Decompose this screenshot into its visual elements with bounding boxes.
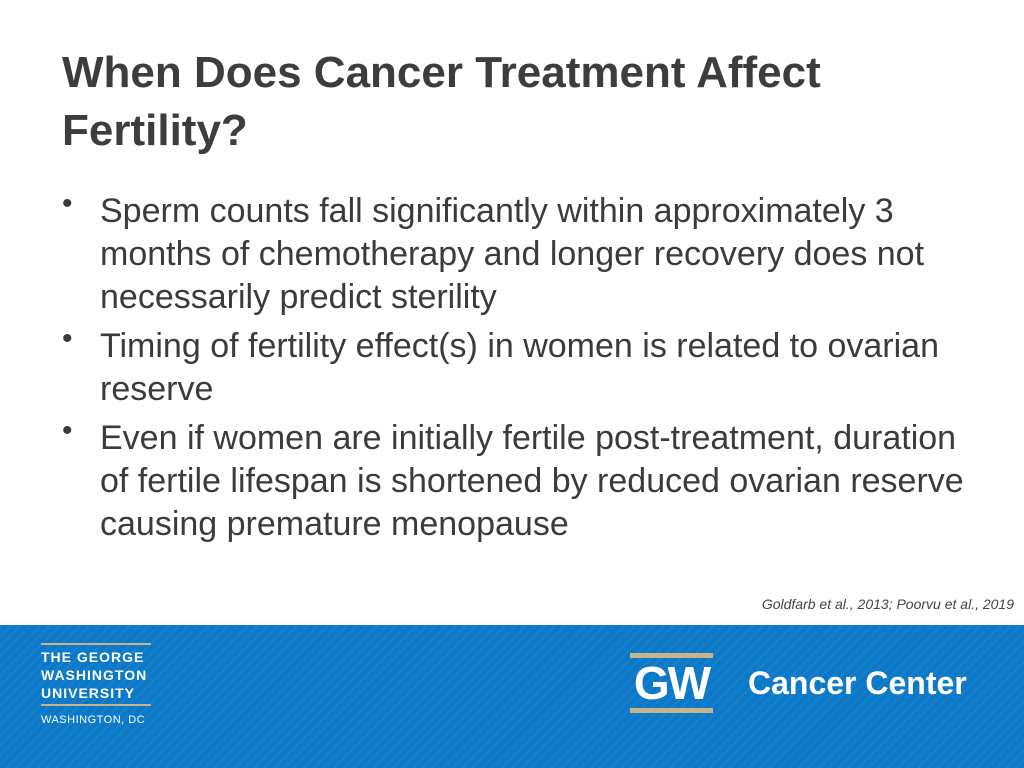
logo-line: UNIVERSITY <box>41 685 136 701</box>
citation: Goldfarb et al., 2013; Poorvu et al., 20… <box>761 596 1014 612</box>
bullet-item: Sperm counts fall significantly within a… <box>62 182 990 319</box>
university-location: WASHINGTON, DC <box>41 714 146 726</box>
bullet-list: Sperm counts fall significantly within a… <box>62 182 992 552</box>
monogram-text: GW <box>633 657 711 709</box>
logo-line: THE GEORGE <box>41 649 145 665</box>
bullet-item: Even if women are initially fertile post… <box>62 409 990 546</box>
center-name: Cancer Center <box>748 665 967 701</box>
university-logo: THE GEORGE WASHINGTON UNIVERSITY WASHING… <box>41 643 151 726</box>
university-name: THE GEORGE WASHINGTON UNIVERSITY <box>41 645 151 704</box>
logo-rule <box>41 643 151 645</box>
footer-band: THE GEORGE WASHINGTON UNIVERSITY WASHING… <box>0 625 1024 768</box>
monogram-bar <box>630 653 713 658</box>
slide-title: When Does Cancer Treatment Affect Fertil… <box>62 48 821 155</box>
logo-line: WASHINGTON <box>41 667 148 683</box>
logo-rule <box>41 704 151 706</box>
monogram-bar <box>630 708 713 713</box>
bullet-item: Timing of fertility effect(s) in women i… <box>62 317 990 411</box>
gw-monogram: GW <box>630 653 713 713</box>
